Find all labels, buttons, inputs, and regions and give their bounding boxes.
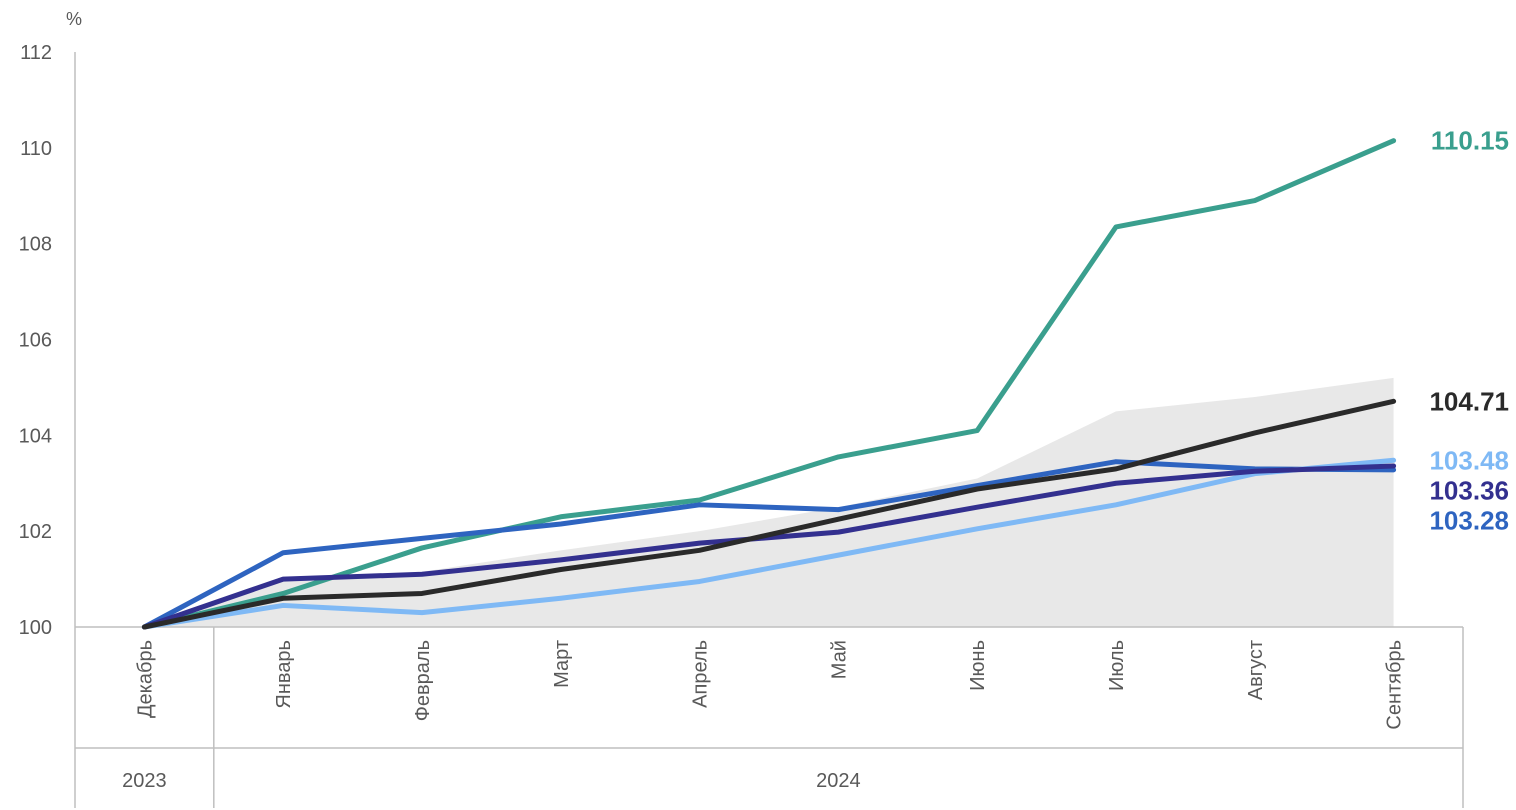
range-band-layer — [144, 377, 1394, 627]
series-line — [141, 459, 1397, 630]
x-category-label: Декабрь — [134, 640, 156, 718]
y-tick-label: 104 — [19, 425, 52, 447]
x-category-label: Февраль — [412, 640, 434, 721]
range-band — [144, 377, 1394, 627]
axis-layer: 100 102 104 106 108 110 112% Декабрь Январь Февра… — [19, 9, 1464, 808]
y-tick-label: 110 — [20, 138, 52, 160]
x-category-label: Март — [551, 640, 573, 688]
y-tick-label: 108 — [19, 234, 52, 256]
x-category-label: Июль — [1106, 640, 1128, 691]
x-category-label: Август — [1245, 640, 1267, 700]
year-group-label: 2023 — [122, 770, 167, 792]
year-group-label: 2024 — [816, 770, 861, 792]
y-tick-label: 102 — [19, 521, 52, 543]
series-line — [141, 398, 1397, 630]
series-end-label: 104.71 — [1429, 386, 1509, 416]
series-layer — [141, 138, 1397, 630]
x-category-label: Май — [828, 640, 850, 679]
x-category-label: Апрель — [690, 640, 712, 708]
y-tick-label: 106 — [19, 330, 52, 352]
series-line — [141, 138, 1397, 630]
series-end-label: 103.28 — [1429, 505, 1509, 535]
series-end-label: 103.36 — [1429, 475, 1509, 505]
series-line — [141, 463, 1397, 630]
series-end-label: 110.15 — [1431, 126, 1509, 156]
x-category-label: Январь — [273, 640, 295, 709]
x-category-label: Сентябрь — [1384, 640, 1406, 730]
y-unit-label: % — [66, 9, 82, 29]
series-line — [141, 457, 1397, 630]
y-tick-label: 100 — [19, 617, 52, 639]
series-end-label: 103.48 — [1429, 445, 1509, 475]
y-tick-label: 112 — [20, 42, 52, 64]
x-category-label: Июнь — [967, 640, 989, 691]
